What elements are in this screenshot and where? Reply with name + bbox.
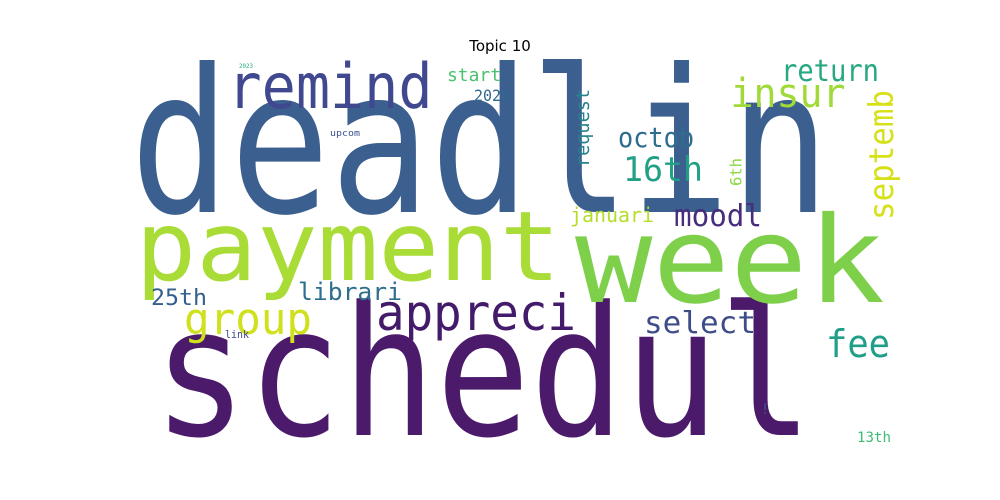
word-deadlin: deadlin [130, 27, 830, 260]
word-return: return [781, 54, 879, 89]
word-payment: payment [136, 191, 561, 303]
word-13th: 13th [857, 430, 891, 446]
chart-title: Topic 10 [469, 37, 531, 55]
word-start: start [447, 65, 501, 86]
word-octob: octob [618, 121, 694, 154]
word-2020: 2020 [474, 86, 510, 105]
word-fee: fee [826, 322, 890, 366]
word-upcom: upcom [330, 129, 360, 139]
word-septemb: septemb [862, 90, 902, 220]
word-librari: librari [298, 278, 402, 306]
word-16th: 16th [623, 150, 703, 190]
word-insur: insur [731, 71, 846, 117]
word-week: week [575, 192, 885, 331]
word-2023: 2023 [239, 63, 253, 70]
word-request: request [572, 89, 594, 167]
word-remind: remind [228, 50, 433, 123]
word-link: link [225, 328, 249, 341]
word-moodl: moodl [674, 199, 762, 234]
word-6th: 6th [727, 158, 746, 186]
word-exclamation: ! [762, 402, 768, 418]
word-group: group [184, 294, 312, 345]
word-appreci: appreci [376, 284, 576, 342]
word-schedul: schedul [153, 269, 813, 478]
word-25th: 25th [151, 286, 207, 311]
word-januari: januari [570, 203, 654, 227]
word-select: select [644, 306, 756, 341]
